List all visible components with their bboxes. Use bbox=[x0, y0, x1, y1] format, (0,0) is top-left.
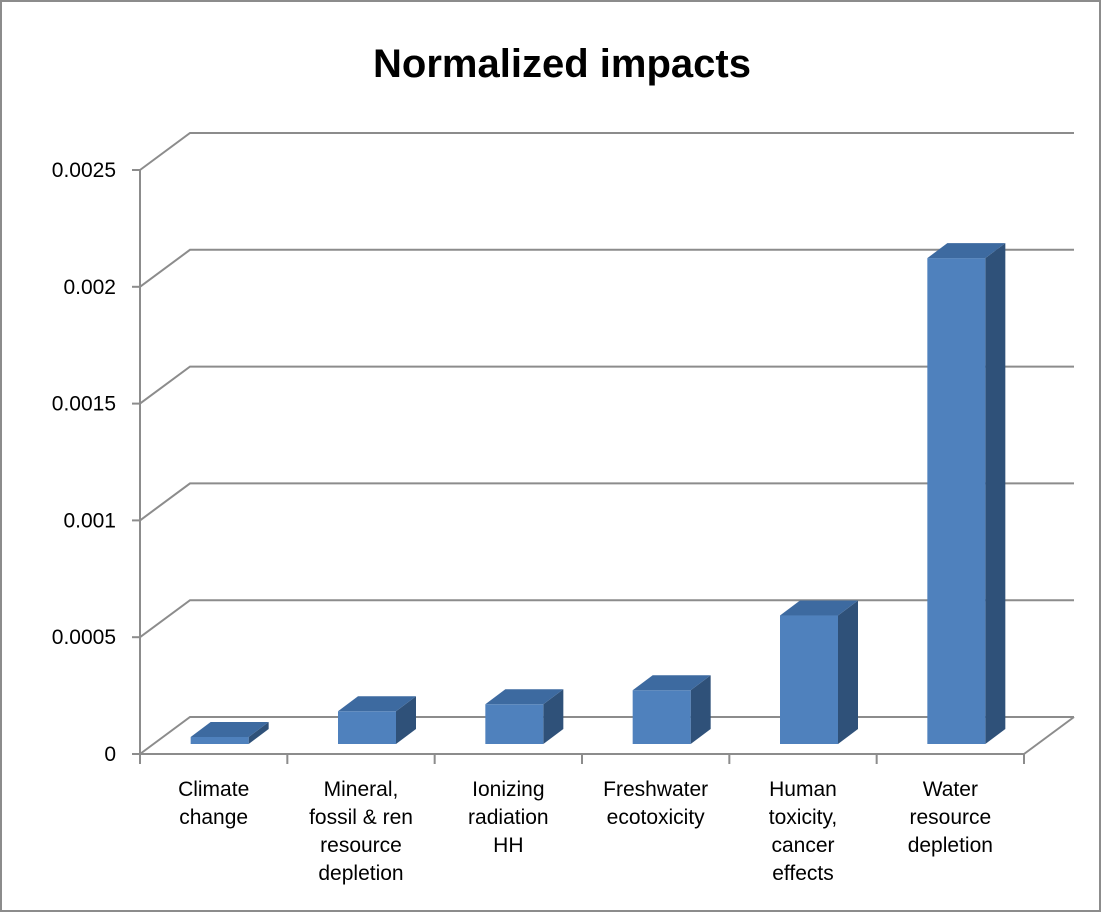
y-tick-label: 0.001 bbox=[63, 509, 116, 532]
bar bbox=[927, 243, 1006, 744]
x-category-label: Human toxicity, cancer effects bbox=[769, 778, 837, 885]
bar bbox=[190, 721, 269, 744]
grid-layer bbox=[139, 132, 1075, 755]
gridline bbox=[139, 365, 1074, 405]
bar-front bbox=[632, 690, 691, 744]
bar-side bbox=[543, 689, 564, 744]
bar bbox=[780, 600, 858, 744]
y-tick-label: 0.0025 bbox=[52, 159, 116, 182]
gridline bbox=[139, 482, 1074, 522]
bar-top bbox=[485, 689, 564, 705]
x-category-label: Climate change bbox=[178, 778, 249, 829]
floor-edge bbox=[1023, 716, 1075, 755]
bar-side bbox=[396, 696, 416, 744]
bar-top bbox=[338, 696, 416, 712]
gridline bbox=[139, 132, 1074, 171]
bar-top bbox=[780, 600, 858, 616]
bar-side bbox=[690, 675, 711, 744]
bar-top bbox=[190, 721, 269, 737]
y-axis-ticks: 0 0.0005 0.001 0.0015 0.002 0.0025 bbox=[52, 159, 1025, 766]
bar-side bbox=[985, 243, 1006, 744]
gridline bbox=[139, 248, 1074, 288]
x-axis-categories: Climate change Mineral, fossil & ren resourc… bbox=[178, 778, 993, 885]
x-category-label: Ionizing radiation HH bbox=[468, 778, 549, 857]
x-category-label: Mineral, fossil & ren resource depletion bbox=[309, 778, 413, 885]
y-tick-label: 0.002 bbox=[63, 276, 116, 299]
chart-title: Normalized impacts bbox=[373, 42, 751, 86]
bar-front bbox=[190, 736, 249, 744]
bar bbox=[485, 689, 564, 744]
bar bbox=[338, 696, 416, 744]
y-tick-label: 0.0015 bbox=[52, 393, 116, 416]
bar bbox=[632, 675, 711, 744]
y-tick-label: 0 bbox=[104, 743, 116, 766]
bar-side bbox=[248, 721, 269, 744]
bar-front bbox=[485, 704, 544, 744]
bar-front bbox=[780, 615, 838, 744]
gridline bbox=[139, 599, 1074, 639]
x-category-label: Freshwater ecotoxicity bbox=[603, 778, 708, 829]
bars-layer bbox=[190, 243, 1006, 744]
bar-front bbox=[927, 258, 986, 744]
bar-side bbox=[838, 600, 858, 744]
bar-top bbox=[632, 675, 711, 691]
x-category-label: Water resource depletion bbox=[908, 778, 993, 857]
y-tick-label: 0.0005 bbox=[52, 626, 116, 649]
gridline bbox=[139, 716, 1074, 755]
bar-top bbox=[927, 243, 1006, 259]
bar-front bbox=[338, 711, 396, 744]
